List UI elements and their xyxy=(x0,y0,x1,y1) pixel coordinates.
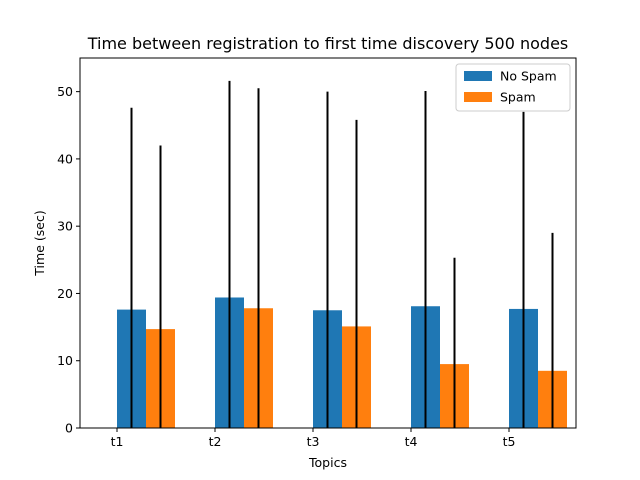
y-tick-label: 10 xyxy=(57,353,73,368)
legend: No Spam Spam xyxy=(455,63,571,112)
legend-label-no-spam: No Spam xyxy=(500,69,557,84)
x-tick-label-t2: t2 xyxy=(209,434,222,449)
x-axis: t1 t2 t3 t4 t5 xyxy=(111,428,516,449)
x-tick-label-t1: t1 xyxy=(111,434,124,449)
x-tick-label-t3: t3 xyxy=(307,434,320,449)
legend-swatch-no-spam xyxy=(464,71,492,81)
y-tick-label: 30 xyxy=(57,219,73,234)
y-axis-label: Time (sec) xyxy=(32,210,47,276)
legend-swatch-spam xyxy=(464,92,492,102)
y-tick-label: 40 xyxy=(57,151,73,166)
plot-frame xyxy=(79,57,577,429)
y-axis: 0 10 20 30 40 50 xyxy=(57,84,80,436)
error-bars-layer xyxy=(130,80,554,428)
chart-title: Time between registration to first time … xyxy=(87,34,569,53)
x-axis-label: Topics xyxy=(308,455,347,470)
x-tick-label-t5: t5 xyxy=(503,434,516,449)
y-tick-label: 50 xyxy=(57,84,73,99)
y-tick-label: 0 xyxy=(65,421,73,436)
x-tick-label-t4: t4 xyxy=(405,434,418,449)
legend-label-spam: Spam xyxy=(500,90,536,105)
y-tick-label: 20 xyxy=(57,286,73,301)
